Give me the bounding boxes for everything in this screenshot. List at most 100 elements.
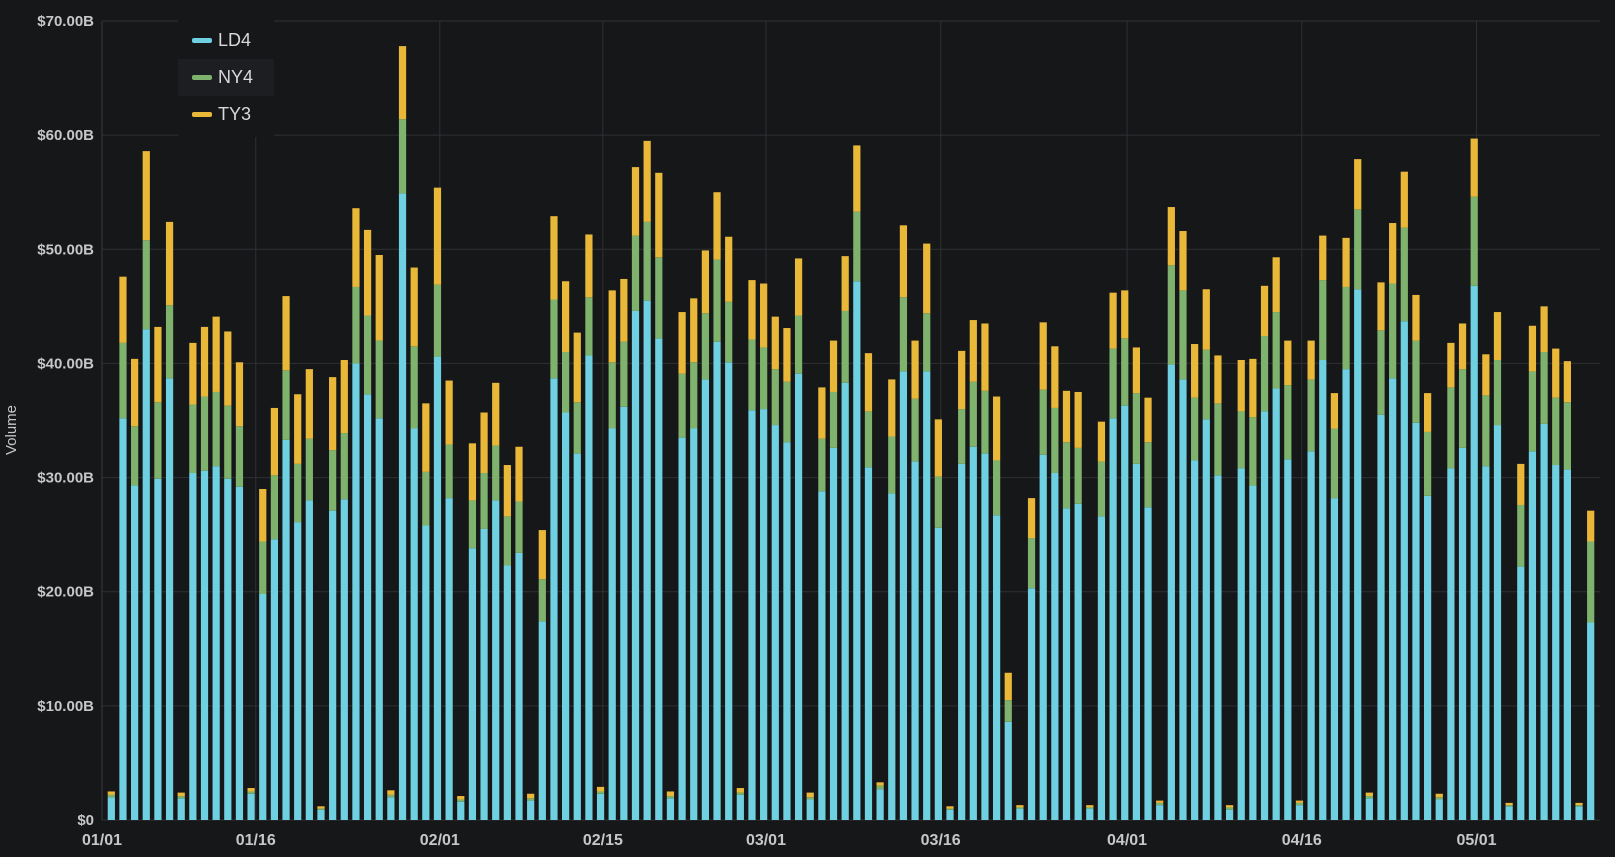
bar-ty3[interactable] [1214, 355, 1222, 404]
bar-ny4[interactable] [1447, 387, 1455, 469]
bar-ld4[interactable] [713, 341, 721, 820]
bar-ty3[interactable] [934, 419, 942, 477]
bar-ld4[interactable] [154, 478, 162, 820]
bar-ld4[interactable] [131, 485, 139, 820]
bar-ld4[interactable] [1214, 475, 1222, 820]
bar-ty3[interactable] [119, 276, 127, 343]
bar-ty3[interactable] [1563, 361, 1571, 403]
bar-ld4[interactable] [1295, 805, 1304, 820]
bar-ny4[interactable] [1377, 330, 1385, 415]
bar-ld4[interactable] [1051, 473, 1059, 820]
bar-ty3[interactable] [1528, 325, 1537, 372]
bar-ty3[interactable] [329, 377, 337, 451]
bar-ld4[interactable] [515, 552, 523, 820]
bar-ld4[interactable] [1132, 463, 1140, 820]
bar-ty3[interactable] [620, 278, 628, 342]
bar-ny4[interactable] [841, 310, 849, 383]
bar-ty3[interactable] [1121, 290, 1129, 339]
bar-ny4[interactable] [1423, 431, 1432, 496]
bar-ny4[interactable] [1470, 196, 1478, 286]
bar-ty3[interactable] [666, 791, 675, 797]
bar-ny4[interactable] [1260, 336, 1269, 412]
bar-ny4[interactable] [305, 438, 313, 501]
bar-ty3[interactable] [480, 412, 488, 474]
bar-ny4[interactable] [352, 286, 360, 364]
bar-ld4[interactable] [1016, 808, 1024, 820]
bar-ny4[interactable] [958, 409, 966, 464]
bar-ty3[interactable] [527, 793, 535, 799]
bar-ny4[interactable] [864, 411, 873, 468]
bar-ld4[interactable] [1505, 806, 1513, 820]
bar-ny4[interactable] [538, 579, 546, 622]
bar-ld4[interactable] [969, 446, 977, 820]
bar-ty3[interactable] [748, 280, 756, 340]
bar-ld4[interactable] [1167, 364, 1175, 820]
bar-ty3[interactable] [1249, 358, 1257, 418]
bar-ld4[interactable] [235, 486, 244, 820]
bar-ld4[interactable] [631, 310, 640, 820]
bar-ty3[interactable] [655, 172, 663, 258]
bar-ld4[interactable] [340, 499, 348, 820]
bar-ld4[interactable] [1225, 809, 1234, 820]
bar-ty3[interactable] [992, 396, 1001, 461]
bar-ny4[interactable] [1272, 312, 1280, 389]
bar-ld4[interactable] [503, 565, 511, 820]
bar-ty3[interactable] [131, 358, 139, 427]
bar-ld4[interactable] [946, 809, 954, 820]
bar-ld4[interactable] [387, 797, 395, 820]
bar-ny4[interactable] [1027, 538, 1036, 589]
bar-ty3[interactable] [794, 258, 803, 316]
bar-ty3[interactable] [340, 360, 348, 434]
bar-ld4[interactable] [1377, 414, 1385, 820]
bar-ld4[interactable] [352, 363, 360, 820]
bar-ty3[interactable] [1505, 802, 1513, 806]
bar-ld4[interactable] [1587, 622, 1595, 820]
bar-ty3[interactable] [1342, 237, 1350, 287]
bar-ny4[interactable] [457, 799, 465, 802]
bar-ty3[interactable] [352, 208, 360, 287]
bar-ny4[interactable] [1552, 397, 1560, 466]
bar-ld4[interactable] [1156, 805, 1164, 820]
bar-ny4[interactable] [375, 340, 383, 419]
bar-ld4[interactable] [760, 409, 768, 820]
bar-ny4[interactable] [294, 463, 302, 523]
bar-ty3[interactable] [107, 791, 115, 795]
bar-ny4[interactable] [1097, 461, 1106, 517]
bar-ny4[interactable] [573, 402, 581, 454]
bar-ty3[interactable] [818, 387, 826, 439]
bar-ty3[interactable] [946, 806, 954, 809]
bar-ny4[interactable] [818, 438, 826, 492]
bar-ny4[interactable] [1493, 360, 1502, 426]
bar-ty3[interactable] [259, 488, 267, 542]
bar-ld4[interactable] [1272, 388, 1280, 820]
bar-ty3[interactable] [1051, 346, 1059, 408]
bar-ny4[interactable] [1482, 395, 1490, 467]
bar-ld4[interactable] [701, 379, 710, 820]
bar-ty3[interactable] [1470, 138, 1478, 197]
bar-ny4[interactable] [1295, 802, 1304, 806]
bar-ld4[interactable] [608, 428, 616, 820]
bar-ld4[interactable] [1330, 498, 1339, 820]
bar-ty3[interactable] [725, 236, 733, 302]
bar-ld4[interactable] [1482, 466, 1490, 820]
bar-ty3[interactable] [247, 788, 255, 792]
bar-ny4[interactable] [165, 305, 174, 379]
bar-ld4[interactable] [771, 425, 779, 820]
bar-ty3[interactable] [200, 326, 209, 397]
bar-ld4[interactable] [1528, 451, 1537, 820]
bar-ty3[interactable] [888, 379, 896, 437]
bar-ny4[interactable] [736, 792, 744, 795]
bar-ty3[interactable] [736, 788, 744, 793]
bar-ny4[interactable] [1086, 807, 1094, 809]
bar-ty3[interactable] [317, 806, 325, 809]
legend-item-ny4[interactable]: NY4 [178, 59, 274, 96]
bar-ty3[interactable] [387, 790, 395, 795]
bar-ld4[interactable] [818, 491, 826, 820]
bar-ny4[interactable] [725, 301, 733, 363]
legend-item-ld4[interactable]: LD4 [178, 22, 274, 59]
bar-ny4[interactable] [1389, 283, 1397, 379]
bar-ny4[interactable] [1237, 411, 1245, 469]
bar-ld4[interactable] [1412, 422, 1420, 820]
bar-ny4[interactable] [1039, 389, 1047, 455]
bar-ny4[interactable] [1307, 379, 1315, 452]
